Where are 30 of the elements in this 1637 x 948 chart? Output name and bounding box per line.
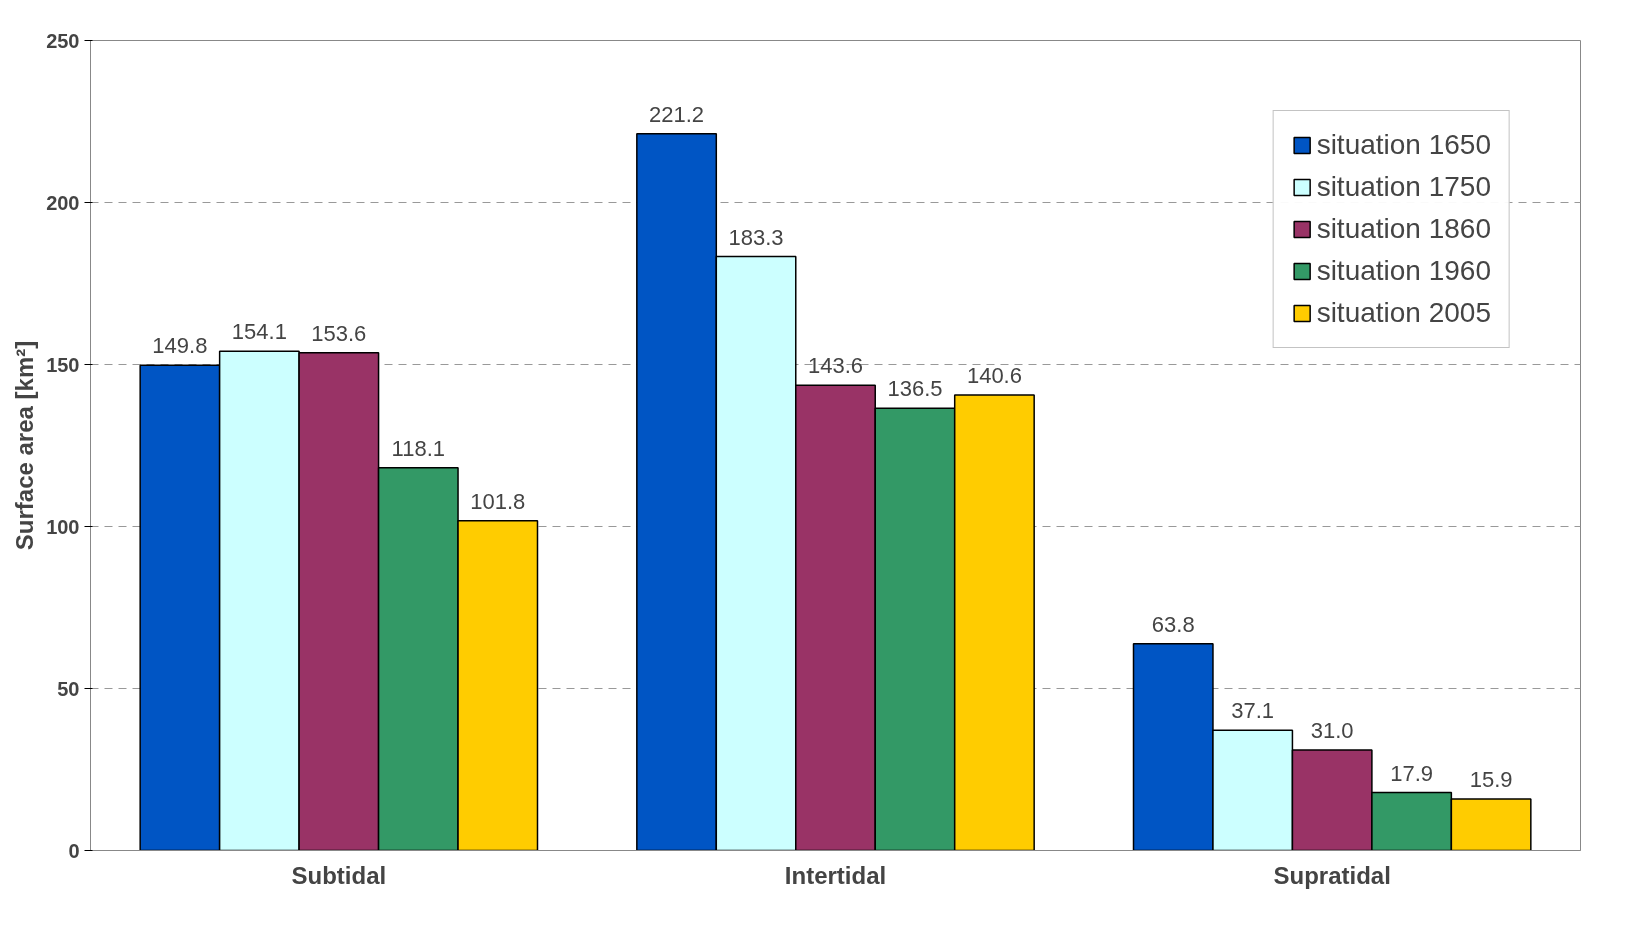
data-label: 136.5 — [887, 376, 943, 402]
data-label: 183.3 — [728, 224, 784, 250]
data-label: 153.6 — [311, 320, 367, 346]
y-tick-label: 100 — [46, 515, 80, 538]
data-label: 221.2 — [649, 101, 705, 127]
y-tick-label: 250 — [46, 29, 80, 52]
data-label: 15.9 — [1469, 766, 1513, 792]
y-tick-label: 0 — [68, 839, 80, 862]
data-label: 118.1 — [391, 435, 446, 461]
x-tick-label: Intertidal — [784, 861, 887, 889]
legend-label: situation 2005 — [1316, 297, 1491, 329]
data-label: 37.1 — [1231, 698, 1275, 724]
data-label: 31.0 — [1310, 718, 1354, 744]
data-label: 140.6 — [966, 362, 1022, 388]
data-label: 17.9 — [1390, 760, 1434, 786]
legend-label: situation 1960 — [1316, 255, 1491, 287]
legend-label: situation 1750 — [1316, 171, 1491, 203]
data-label: 149.8 — [152, 333, 208, 359]
y-tick-label: 150 — [46, 353, 80, 376]
legend-label: situation 1650 — [1316, 129, 1491, 161]
data-label: 101.8 — [470, 488, 526, 514]
data-label: 154.1 — [231, 319, 287, 345]
y-tick-label: 200 — [46, 191, 80, 214]
data-label: 143.6 — [807, 353, 864, 379]
x-tick-label: Subtidal — [291, 861, 387, 889]
x-tick-label: Supratidal — [1273, 861, 1391, 889]
y-axis-title: Surface area [km²] — [11, 340, 39, 551]
data-label: 63.8 — [1151, 611, 1195, 637]
legend-label: situation 1860 — [1316, 213, 1491, 245]
y-tick-label: 50 — [57, 677, 80, 700]
